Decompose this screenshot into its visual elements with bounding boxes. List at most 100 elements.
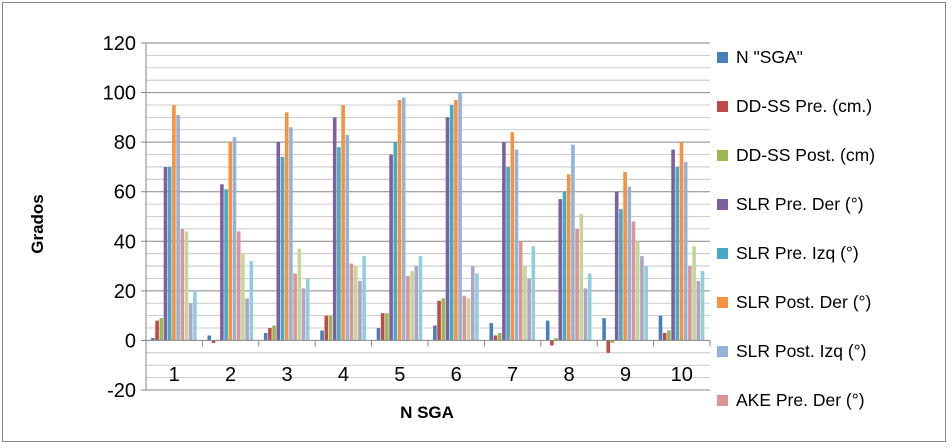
bar bbox=[385, 313, 389, 341]
bar bbox=[297, 248, 302, 341]
y-tick-label: 20 bbox=[114, 281, 136, 303]
bar bbox=[562, 191, 567, 341]
bar bbox=[662, 332, 667, 341]
y-tick-label: 120 bbox=[103, 33, 136, 55]
bar bbox=[571, 144, 575, 341]
bar bbox=[207, 335, 212, 341]
x-tick-label: 4 bbox=[338, 364, 349, 386]
bar bbox=[232, 137, 237, 341]
y-tick-label: 40 bbox=[114, 231, 136, 253]
bar bbox=[458, 92, 462, 341]
legend-label: SLR Pre. Der (°) bbox=[736, 193, 864, 214]
bar bbox=[545, 320, 550, 341]
y-tick-labels: -20 0 20 40 60 80 100 120 bbox=[103, 33, 136, 402]
y-axis-title: Grados bbox=[28, 194, 47, 254]
bar bbox=[328, 315, 333, 341]
bar bbox=[433, 325, 437, 341]
bar bbox=[376, 328, 381, 341]
bar bbox=[623, 171, 627, 341]
bar bbox=[502, 142, 506, 341]
bar bbox=[188, 303, 193, 341]
bar bbox=[245, 298, 249, 341]
x-tick-label: 10 bbox=[671, 364, 693, 386]
bar bbox=[268, 328, 272, 341]
bar bbox=[527, 278, 531, 341]
bar bbox=[172, 104, 176, 341]
legend-label: SLR Post. Der (°) bbox=[736, 291, 872, 312]
bar bbox=[163, 166, 168, 341]
bar bbox=[320, 330, 324, 341]
plot-svg: -20 0 20 40 60 80 100 120 1 2 3 4 5 6 7 8 9 10 N SGA Gra… bbox=[28, 33, 711, 422]
bar bbox=[389, 154, 393, 341]
bar bbox=[441, 298, 446, 341]
bar bbox=[155, 320, 159, 341]
bar bbox=[337, 147, 341, 341]
bar bbox=[220, 184, 224, 341]
bar bbox=[658, 315, 663, 341]
bar bbox=[583, 288, 588, 341]
bar bbox=[406, 275, 410, 341]
bar bbox=[414, 266, 419, 341]
x-tick-label: 6 bbox=[451, 364, 462, 386]
bar bbox=[700, 271, 705, 341]
bar bbox=[211, 340, 216, 343]
x-axis-title: N SGA bbox=[400, 403, 454, 422]
bar bbox=[462, 295, 467, 341]
chart-area: -20 0 20 40 60 80 100 120 1 2 3 4 5 6 7 8 9 10 N SGA Gra… bbox=[2, 2, 946, 442]
legend-label: DD-SS Pre. (cm.) bbox=[736, 95, 873, 116]
bar bbox=[667, 330, 671, 341]
bar bbox=[276, 142, 281, 341]
legend-label: AKE Pre. Der (°) bbox=[736, 389, 865, 410]
legend-item: N "SGA" bbox=[717, 45, 803, 69]
bar bbox=[193, 290, 197, 341]
bar bbox=[289, 127, 293, 341]
x-tick-labels: 1 2 3 4 5 6 7 8 9 10 bbox=[169, 364, 693, 386]
y-tick-label: 0 bbox=[125, 330, 136, 352]
x-tick-label: 9 bbox=[620, 364, 631, 386]
legend-item: SLR Pre. Der (°) bbox=[717, 192, 864, 216]
bar bbox=[362, 256, 366, 341]
bar bbox=[675, 166, 680, 341]
bar bbox=[489, 323, 494, 341]
bar bbox=[523, 266, 527, 341]
bar bbox=[249, 261, 254, 341]
legend-item: DD-SS Post. (cm) bbox=[717, 143, 875, 167]
legend-swatch bbox=[717, 296, 728, 308]
bar bbox=[475, 273, 479, 341]
bar bbox=[293, 273, 297, 341]
bar bbox=[397, 100, 402, 341]
bar bbox=[401, 97, 406, 341]
bar bbox=[510, 132, 515, 341]
bar bbox=[614, 191, 619, 341]
bar bbox=[324, 315, 329, 341]
bar bbox=[579, 214, 584, 341]
bar bbox=[349, 263, 354, 341]
legend-swatch bbox=[717, 51, 728, 63]
legend-swatch bbox=[717, 247, 728, 259]
bar bbox=[301, 288, 306, 341]
bar bbox=[635, 241, 640, 341]
bar bbox=[631, 221, 636, 341]
x-tick-label: 2 bbox=[225, 364, 236, 386]
bar bbox=[671, 149, 675, 341]
bar bbox=[284, 112, 289, 341]
bar bbox=[619, 209, 623, 341]
bar bbox=[272, 325, 276, 341]
bar bbox=[224, 189, 228, 341]
bar bbox=[151, 337, 155, 341]
bar bbox=[345, 134, 350, 341]
bar bbox=[497, 332, 502, 341]
legend-item: DD-SS Pre. (cm.) bbox=[717, 94, 872, 118]
bar bbox=[228, 142, 233, 341]
bar bbox=[305, 278, 310, 341]
bar bbox=[566, 174, 571, 341]
y-tick-label: -20 bbox=[107, 380, 136, 402]
bar bbox=[180, 228, 185, 341]
bar bbox=[445, 117, 450, 341]
bars bbox=[151, 92, 705, 353]
legend-swatch bbox=[717, 100, 728, 112]
legend-item: SLR Pre. Izq (°) bbox=[717, 241, 859, 265]
legend-item: SLR Post. Der (°) bbox=[717, 290, 871, 314]
bar bbox=[454, 100, 458, 341]
bar bbox=[683, 161, 688, 341]
